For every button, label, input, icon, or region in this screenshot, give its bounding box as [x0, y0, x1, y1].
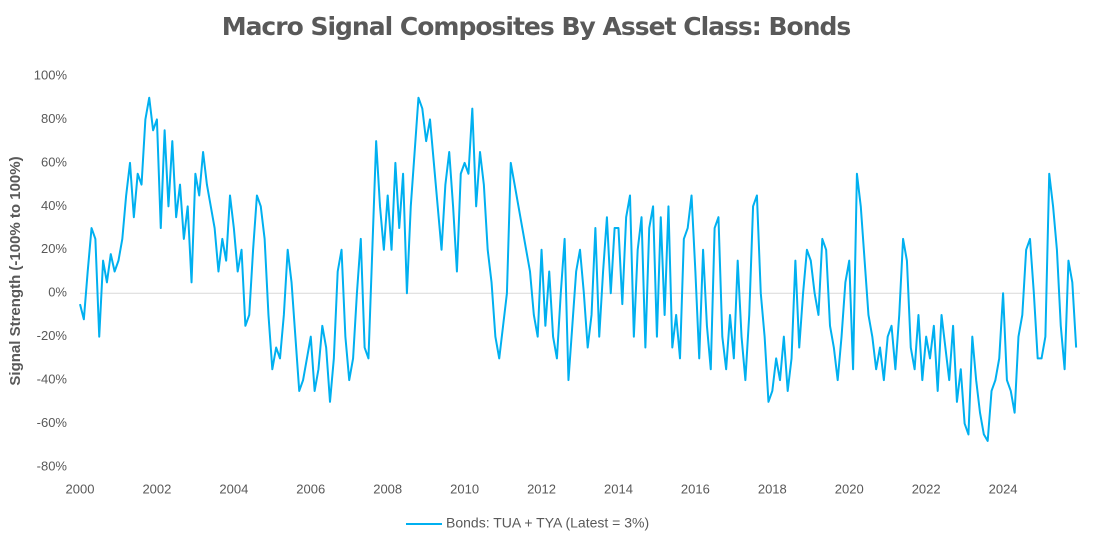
x-tick-label: 2008: [373, 481, 402, 496]
y-tick-label: -80%: [37, 458, 68, 473]
y-tick-label: 0%: [48, 285, 67, 300]
x-tick-label: 2004: [219, 481, 248, 496]
y-tick-label: 20%: [41, 241, 67, 256]
y-tick-label: 40%: [41, 198, 67, 213]
y-axis-title: Signal Strength (-100% to 100%): [7, 156, 24, 385]
series-line: [79, 96, 1078, 442]
x-tick-label: 2018: [758, 481, 787, 496]
legend-label: Bonds: TUA + TYA (Latest = 3%): [446, 515, 649, 531]
y-tick-label: 80%: [41, 111, 67, 126]
x-tick-label: 2022: [912, 481, 941, 496]
y-tick-label: -60%: [37, 415, 68, 430]
x-tick-label: 2016: [681, 481, 710, 496]
x-tick-label: 2010: [450, 481, 479, 496]
y-tick-label: -20%: [37, 328, 68, 343]
y-tick-label: 100%: [34, 67, 68, 82]
chart-title: Macro Signal Composites By Asset Class: …: [222, 12, 851, 41]
y-tick-label: -40%: [37, 372, 68, 387]
x-tick-label: 2020: [835, 481, 864, 496]
x-tick-label: 2024: [989, 481, 1018, 496]
x-tick-label: 2014: [604, 481, 633, 496]
x-tick-label: 2002: [142, 481, 171, 496]
x-tick-label: 2000: [66, 481, 95, 496]
y-tick-label: 60%: [41, 154, 67, 169]
x-tick-label: 2012: [527, 481, 556, 496]
x-tick-label: 2006: [296, 481, 325, 496]
